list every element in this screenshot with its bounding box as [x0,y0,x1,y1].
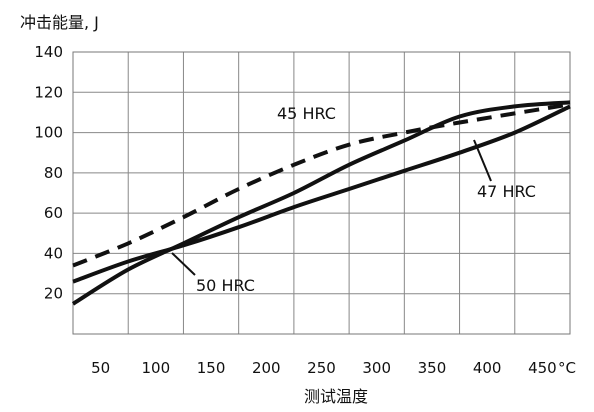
annotation-47hrc: 47 HRC [473,139,536,201]
x-axis-unit: °C [558,359,576,377]
x-tick-label: 400 [473,359,502,377]
annotation-50hrc: 50 HRC [171,252,255,295]
x-tick-label: 300 [362,359,391,377]
grid [72,51,571,335]
label-47-hrc: 47 HRC [477,182,536,201]
x-tick-label: 450 [528,359,557,377]
x-tick-label: 50 [91,359,110,377]
series-line-50-hrc [71,100,571,306]
leader-50-hrc [171,252,196,276]
y-tick-label: 60 [44,204,63,222]
label-45-hrc: 45 HRC [277,104,336,123]
tick-labels: 50 100 150 200 250 300 350 400 450 20 40 60 80 100 120… [34,43,556,377]
y-tick-label: 20 [44,285,63,303]
y-tick-label: 100 [34,124,63,142]
annotation-45hrc: 45 HRC [277,104,336,123]
series-line-45-hrc [72,102,571,268]
y-tick-label: 80 [44,164,63,182]
x-tick-label: 350 [418,359,447,377]
y-tick-label: 40 [44,244,63,262]
leader-47-hrc [473,139,492,182]
y-tick-label: 120 [34,83,63,101]
y-axis-title: 冲击能量, J [20,13,99,32]
x-tick-label: 250 [307,359,336,377]
series-layer [71,100,571,306]
x-tick-label: 100 [142,359,171,377]
plot-frame [72,51,571,335]
x-axis-title: 测试温度 [304,387,368,406]
label-50-hrc: 50 HRC [196,276,255,295]
series-line-47-hrc [72,104,571,284]
x-tick-label: 200 [252,359,281,377]
y-tick-label: 140 [34,43,63,61]
x-tick-label: 150 [197,359,226,377]
